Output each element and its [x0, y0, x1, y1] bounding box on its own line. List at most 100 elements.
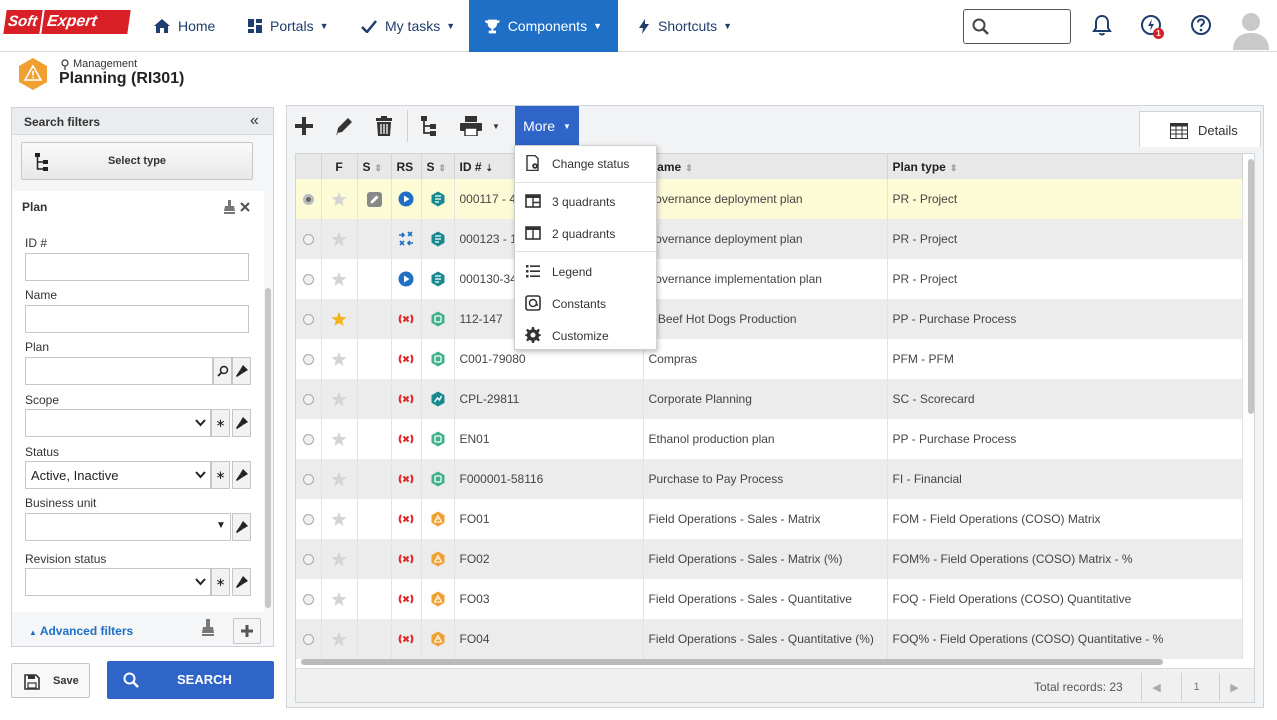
favorite-cell[interactable] [321, 419, 358, 459]
hierarchy-button[interactable] [412, 111, 446, 141]
business-unit-clear-button[interactable] [232, 513, 251, 541]
row-radio-cell[interactable] [296, 339, 322, 379]
table-row[interactable]: FO01 Field Operations - Sales - Matrix FOM… [296, 499, 1243, 539]
add-button[interactable] [287, 111, 321, 141]
bell-icon[interactable] [1091, 14, 1113, 36]
page-number[interactable]: 1 [1181, 673, 1211, 701]
add-filter-button[interactable] [233, 618, 261, 644]
row-radio[interactable] [302, 514, 314, 526]
row-radio-cell[interactable] [296, 539, 322, 579]
user-avatar[interactable] [1230, 8, 1272, 50]
search-button[interactable]: SEARCH [107, 661, 274, 699]
favorite-cell[interactable] [321, 299, 358, 339]
table-row[interactable]: 000123 - 1 governance deployment plan PR -… [296, 219, 1243, 259]
nav-my-tasks[interactable]: My tasks ▼ [345, 0, 471, 52]
plan-search-button[interactable] [213, 357, 232, 385]
nav-portals[interactable]: Portals ▼ [232, 0, 345, 52]
favorite-cell[interactable] [321, 499, 358, 539]
print-options-caret[interactable]: ▼ [492, 121, 500, 131]
row-radio-cell[interactable] [296, 179, 322, 219]
grid-horizontal-scrollbar[interactable] [301, 659, 1163, 665]
row-radio[interactable] [302, 634, 314, 646]
favorite-cell[interactable] [321, 379, 358, 419]
row-radio[interactable] [302, 554, 314, 566]
favorite-cell[interactable] [321, 539, 358, 579]
menu-change-status[interactable]: Change status [515, 148, 656, 178]
column-revision-status[interactable]: RS [391, 154, 422, 179]
row-radio[interactable] [302, 234, 314, 246]
favorite-cell[interactable] [321, 179, 358, 219]
row-radio-cell[interactable] [296, 379, 322, 419]
more-menu-button[interactable]: More ▼ [515, 106, 579, 146]
table-row[interactable]: FO02 Field Operations - Sales - Matrix (%… [296, 539, 1243, 579]
collapse-panel-icon[interactable]: « [250, 112, 259, 129]
tab-details[interactable]: Details [1139, 111, 1261, 147]
print-button[interactable] [454, 111, 488, 141]
menu-2-quadrants[interactable]: 2 quadrants [515, 218, 656, 248]
save-button[interactable]: Save [11, 663, 90, 698]
select-type-button[interactable]: Select type [21, 142, 253, 180]
prev-page-button[interactable]: ◀ [1141, 673, 1171, 701]
favorite-cell[interactable] [321, 579, 358, 619]
softexpert-logo[interactable]: Soft Expert [3, 10, 131, 34]
column-name[interactable]: Name ⇕ [643, 154, 888, 179]
nav-shortcuts[interactable]: Shortcuts ▼ [622, 0, 748, 52]
scope-clear-button[interactable] [232, 409, 251, 437]
column-status-2[interactable]: S ⇕ [421, 154, 455, 179]
table-row[interactable]: 000117 - 4 governance deployment plan PR -… [296, 179, 1243, 219]
row-radio-cell[interactable] [296, 219, 322, 259]
table-row[interactable]: C001-79080 Compras PFM - PFM [296, 339, 1243, 379]
favorite-cell[interactable] [321, 619, 358, 659]
revision-status-asterisk-button[interactable]: ∗ [211, 568, 230, 596]
name-field[interactable] [25, 305, 249, 333]
nav-components[interactable]: Components ▼ [469, 0, 618, 52]
favorite-cell[interactable] [321, 459, 358, 499]
menu-customize[interactable]: Customize [515, 320, 656, 350]
table-row[interactable]: EN01 Ethanol production plan PP - Purchase… [296, 419, 1243, 459]
delete-button[interactable] [367, 111, 401, 141]
column-status[interactable]: S ⇕ [357, 154, 392, 179]
breadcrumb-label[interactable]: Management [73, 58, 138, 70]
row-radio-cell[interactable] [296, 419, 322, 459]
table-row[interactable]: F000001-58116 Purchase to Pay Process FI -… [296, 459, 1243, 499]
grid-vertical-scrollbar[interactable] [1248, 159, 1254, 414]
row-radio[interactable] [302, 434, 314, 446]
column-plan-type[interactable]: Plan type ⇕ [887, 154, 1243, 179]
row-radio-cell[interactable] [296, 499, 322, 539]
plan-clear-button[interactable] [232, 357, 251, 385]
table-row[interactable]: CPL-29811 Corporate Planning SC - Scorecar… [296, 379, 1243, 419]
row-radio[interactable] [302, 474, 314, 486]
edit-button[interactable] [327, 111, 361, 141]
plan-field[interactable] [25, 357, 213, 385]
status-asterisk-button[interactable]: ∗ [211, 461, 230, 489]
table-row[interactable]: 000130-34 governance implementation plan P… [296, 259, 1243, 299]
menu-constants[interactable]: Constants [515, 288, 656, 318]
clear-filters-icons[interactable] [224, 199, 254, 215]
scope-select[interactable] [25, 409, 211, 437]
status-select[interactable]: Active, Inactive [25, 461, 211, 489]
row-radio[interactable] [302, 394, 314, 406]
advanced-filters-link[interactable]: ▲ Advanced filters [29, 624, 133, 638]
menu-legend[interactable]: Legend [515, 256, 656, 286]
next-page-button[interactable]: ▶ [1219, 673, 1249, 701]
clear-filter-icon[interactable] [200, 618, 218, 638]
row-radio[interactable] [302, 194, 314, 206]
help-icon[interactable] [1190, 14, 1212, 36]
status-clear-button[interactable] [232, 461, 251, 489]
nav-home[interactable]: Home [138, 0, 231, 52]
row-radio-cell[interactable] [296, 579, 322, 619]
row-radio[interactable] [302, 314, 314, 326]
favorite-cell[interactable] [321, 259, 358, 299]
menu-3-quadrants[interactable]: 3 quadrants [515, 186, 656, 216]
favorite-cell[interactable] [321, 219, 358, 259]
table-row[interactable]: FO03 Field Operations - Sales - Quantitat… [296, 579, 1243, 619]
row-radio[interactable] [302, 274, 314, 286]
row-radio[interactable] [302, 594, 314, 606]
revision-status-clear-button[interactable] [232, 568, 251, 596]
table-row[interactable]: FO04 Field Operations - Sales - Quantitat… [296, 619, 1243, 659]
global-search[interactable] [963, 9, 1071, 44]
filters-scrollbar[interactable] [265, 288, 271, 608]
row-radio[interactable] [302, 354, 314, 366]
row-radio-cell[interactable] [296, 299, 322, 339]
business-unit-select[interactable]: ▼ [25, 513, 231, 541]
